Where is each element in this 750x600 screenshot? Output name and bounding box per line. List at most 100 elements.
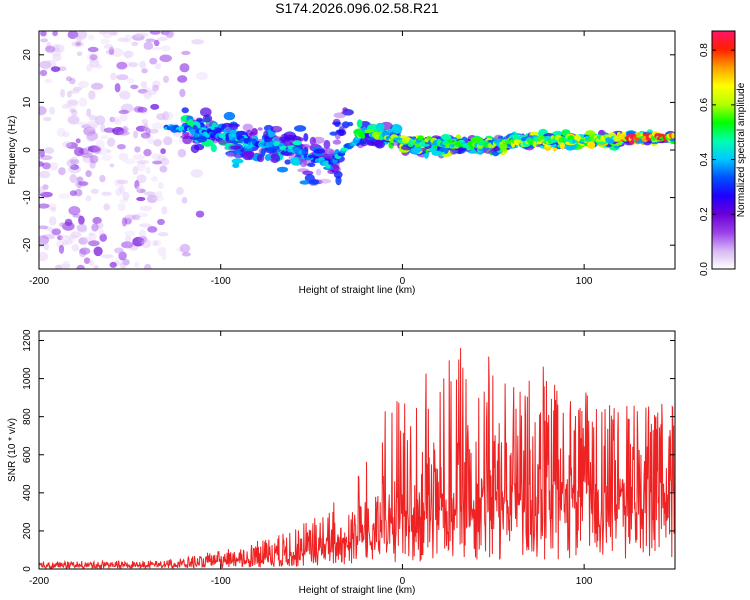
- spectrogram-cell: [95, 139, 105, 149]
- spectrogram-cell: [76, 51, 83, 57]
- spectrogram-cell: [598, 129, 606, 136]
- spectrogram-cell: [92, 145, 102, 154]
- spectrogram-cell: [226, 152, 235, 158]
- spectrogram-cell: [103, 127, 115, 133]
- spectrogram-cell: [57, 235, 63, 241]
- spectrogram-cell: [333, 171, 343, 179]
- spectrogram-cell: [108, 46, 115, 56]
- spectrogram-cell: [292, 140, 302, 146]
- spectrogram-cell: [181, 196, 188, 204]
- spectrogram-cell: [134, 261, 140, 268]
- spectrogram-cell: [191, 39, 205, 45]
- spectrogram-cell: [39, 203, 50, 209]
- spectrogram-cell: [45, 45, 56, 53]
- spectrogram-x-axis: -200 -100 0 100: [29, 31, 593, 287]
- spectrogram-cell: [257, 127, 263, 131]
- spectrogram-cell: [139, 60, 147, 69]
- spectrogram-cell: [144, 263, 152, 269]
- y-tick-label: -10: [22, 190, 33, 205]
- spectrogram-cell: [42, 65, 49, 71]
- spectrogram-cell: [124, 51, 132, 60]
- spectrogram-cell: [147, 226, 158, 233]
- spectrogram-cell: [100, 135, 109, 140]
- spectrogram-cell: [69, 159, 80, 165]
- colorbar-tick-label: 0.8: [699, 43, 710, 57]
- spectrogram-cell: [76, 176, 84, 183]
- spectrogram-cell: [135, 185, 142, 193]
- spectrogram-cell: [308, 179, 320, 185]
- spectrogram-cell: [310, 141, 318, 147]
- spectrogram-cell: [121, 217, 128, 227]
- spectrogram-cell: [145, 127, 151, 136]
- spectrogram-cell: [143, 41, 154, 50]
- spectrogram-cell: [195, 210, 205, 218]
- spectrogram-cell: [77, 227, 88, 233]
- spectrogram-cell: [189, 18, 195, 27]
- spectrogram-cell: [131, 214, 141, 221]
- spectrogram-cell: [89, 155, 99, 164]
- spectrogram-cell: [157, 218, 165, 226]
- spectrogram-ridge-cell: [307, 154, 316, 159]
- spectrogram-cell: [283, 131, 296, 140]
- spectrogram-cell: [156, 113, 167, 121]
- spectrogram-cell: [60, 234, 68, 241]
- spectrogram-cell: [85, 170, 92, 178]
- spectrogram-cell: [67, 99, 79, 106]
- spectrogram-cell: [152, 84, 159, 92]
- spectrogram-cell: [103, 44, 114, 50]
- spectrogram-cell: [119, 198, 129, 203]
- spectrogram-cell: [90, 188, 99, 194]
- spectrogram-cell: [137, 106, 148, 113]
- spectrogram-cell: [284, 159, 292, 165]
- spectrogram-cell: [294, 125, 307, 132]
- spectrogram-cell: [181, 252, 191, 257]
- spectrogram-cell: [135, 125, 148, 132]
- spectrogram-cell: [136, 174, 147, 184]
- spectrogram-cell: [96, 64, 103, 69]
- spectrogram-cell: [159, 165, 168, 173]
- spectrogram-cell: [78, 97, 88, 107]
- spectrogram-cell: [131, 34, 145, 41]
- spectrogram-cell: [86, 108, 92, 117]
- spectrogram-cell: [100, 254, 114, 259]
- spectrogram-cell: [58, 167, 66, 176]
- spectrogram-cell: [124, 230, 135, 237]
- spectrogram-cell: [60, 88, 65, 98]
- spectrogram-cell: [299, 180, 311, 185]
- spectrogram-cell: [66, 159, 76, 168]
- spectrogram-cell: [110, 31, 118, 36]
- spectrogram-cell: [92, 216, 102, 225]
- spectrogram-cell: [62, 221, 75, 231]
- spectrogram-cell: [141, 118, 149, 125]
- spectrogram-cell: [61, 104, 72, 109]
- spectrogram-cell: [116, 74, 129, 81]
- spectrogram-cell: [132, 214, 139, 219]
- spectrogram-cell: [107, 31, 118, 36]
- spectrogram-cell: [157, 154, 167, 162]
- spectrogram-cell: [138, 229, 147, 239]
- spectrogram-cell: [143, 191, 156, 196]
- spectrogram-cell: [94, 115, 106, 125]
- spectrogram-cell: [328, 163, 340, 173]
- snr-panel: -200 -100 0 100 0 200 400 600 800 1000 1200 Heigh…: [7, 329, 676, 596]
- colorbar-frame: [711, 30, 736, 270]
- spectrogram-y-axis: -20 -10 0 10 20: [22, 49, 675, 252]
- spectrogram-cell: [269, 153, 281, 163]
- spectrogram-cell: [75, 138, 81, 144]
- spectrogram-cell: [65, 100, 79, 108]
- colorbar: 0.0 0.2 0.4 0.6 0.8 Normalized spectral ampl…: [699, 30, 747, 276]
- spectrogram-cell: [67, 236, 76, 244]
- spectrogram-cell: [334, 121, 340, 128]
- spectrogram-cell: [86, 64, 93, 72]
- spectrogram-ridge-cell: [231, 133, 237, 139]
- spectrogram-cell: [342, 121, 350, 129]
- spectrogram-cell: [76, 223, 88, 232]
- spectrogram-cell: [71, 41, 84, 48]
- spectrogram-cell: [85, 123, 98, 130]
- spectrogram-cell: [88, 260, 95, 267]
- x-tick-label: -100: [211, 276, 231, 287]
- x-tick-label: -200: [29, 576, 49, 587]
- spectrogram-cell: [152, 240, 158, 247]
- spectrogram-cell: [77, 31, 88, 40]
